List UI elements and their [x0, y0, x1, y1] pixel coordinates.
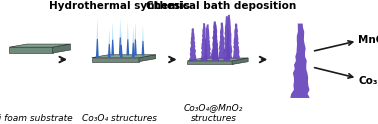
Polygon shape [97, 20, 98, 39]
Polygon shape [9, 47, 53, 53]
Text: MnO₂: MnO₂ [358, 35, 378, 45]
Polygon shape [126, 39, 129, 55]
Polygon shape [119, 37, 122, 55]
Polygon shape [187, 58, 248, 61]
Text: Co₃O₄@MnO₂
structures: Co₃O₄@MnO₂ structures [184, 103, 243, 123]
Polygon shape [232, 58, 248, 64]
Text: Co₃O₄ structures: Co₃O₄ structures [82, 114, 156, 123]
Polygon shape [132, 43, 135, 58]
Text: Ni foam substrate: Ni foam substrate [0, 114, 73, 123]
Polygon shape [189, 28, 197, 61]
Polygon shape [133, 28, 134, 43]
Polygon shape [108, 44, 111, 58]
Polygon shape [112, 23, 113, 39]
Polygon shape [91, 58, 139, 62]
Polygon shape [218, 23, 225, 59]
Polygon shape [96, 39, 99, 58]
Polygon shape [290, 24, 310, 98]
Polygon shape [9, 44, 70, 47]
Polygon shape [200, 23, 208, 61]
Text: Hydrothermal synthesis: Hydrothermal synthesis [49, 1, 189, 11]
Polygon shape [120, 45, 123, 58]
Text: Co₃O₄: Co₃O₄ [358, 76, 378, 86]
Text: Chemical bath deposition: Chemical bath deposition [146, 1, 296, 11]
Polygon shape [53, 44, 70, 53]
Polygon shape [212, 24, 219, 61]
Polygon shape [109, 30, 110, 44]
Polygon shape [211, 21, 218, 59]
Polygon shape [91, 55, 156, 58]
Polygon shape [135, 23, 136, 39]
Polygon shape [223, 16, 230, 61]
Polygon shape [233, 24, 240, 59]
Polygon shape [204, 24, 211, 59]
Polygon shape [141, 41, 144, 55]
Polygon shape [111, 39, 114, 55]
Polygon shape [120, 19, 121, 37]
Polygon shape [127, 23, 129, 39]
Polygon shape [187, 61, 232, 64]
Polygon shape [134, 39, 137, 55]
Polygon shape [139, 55, 156, 62]
Polygon shape [143, 26, 144, 41]
Polygon shape [226, 15, 233, 59]
Polygon shape [121, 32, 122, 45]
